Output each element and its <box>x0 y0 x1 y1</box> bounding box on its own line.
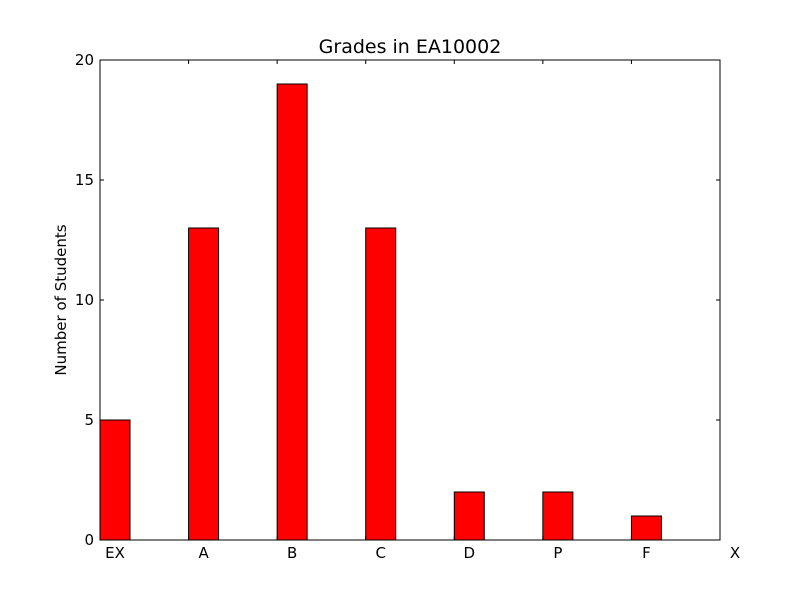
x-tick-label: X <box>730 544 740 562</box>
y-tick-label: 10 <box>75 291 94 309</box>
bar-a <box>188 227 220 541</box>
x-tick-label: P <box>553 544 562 562</box>
y-tick-label: 20 <box>75 51 94 69</box>
bars-layer <box>99 83 662 541</box>
bar-f <box>630 515 662 541</box>
ticks-layer: EX A B C D P F X 0 5 10 15 20 <box>75 51 740 562</box>
x-tick-label: F <box>642 544 651 562</box>
x-tick-label: A <box>198 544 209 562</box>
bar-b <box>276 83 308 541</box>
y-axis-label: Number of Students <box>52 224 70 375</box>
x-tick-label: C <box>375 544 385 562</box>
bar-c <box>365 227 397 541</box>
y-tick-label: 5 <box>84 411 94 429</box>
bar-p <box>542 491 574 541</box>
x-tick-label: EX <box>105 544 125 562</box>
y-tick-label: 15 <box>75 171 94 189</box>
x-tick-label: B <box>287 544 297 562</box>
bar-ex <box>99 419 131 541</box>
bar-d <box>453 491 485 541</box>
chart-title: Grades in EA10002 <box>319 36 502 58</box>
x-tick-label: D <box>464 544 476 562</box>
plot-frame <box>99 59 721 541</box>
y-tick-label: 0 <box>84 531 94 549</box>
